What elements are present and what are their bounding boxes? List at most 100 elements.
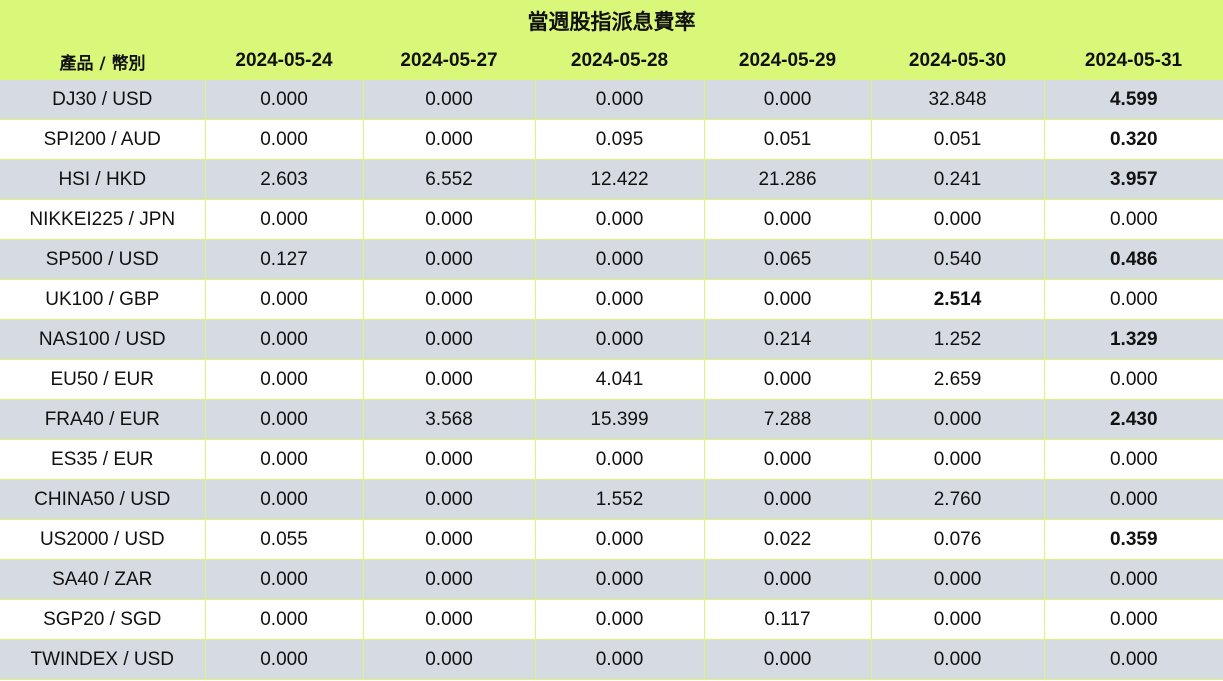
rate-cell: 0.000	[535, 599, 705, 640]
title-row: 當週股指派息費率	[0, 0, 1223, 42]
rate-cell: 0.127	[205, 239, 364, 280]
rate-cell: 1.552	[535, 479, 705, 520]
rate-cell: 0.000	[1044, 359, 1223, 400]
rate-cell: 0.000	[205, 399, 364, 440]
product-cell: DJ30 / USD	[0, 80, 206, 120]
rate-cell: 0.000	[205, 199, 364, 240]
rate-cell: 21.286	[704, 159, 872, 200]
rate-cell: 0.000	[535, 519, 705, 560]
rate-cell: 0.000	[363, 199, 536, 240]
rate-cell: 0.000	[1044, 439, 1223, 480]
product-cell: SP500 / USD	[0, 239, 206, 280]
table-title: 當週股指派息費率	[0, 0, 1223, 42]
rate-cell: 0.540	[871, 239, 1045, 280]
rate-cell: 1.252	[871, 319, 1045, 360]
rate-cell: 0.000	[205, 559, 364, 600]
rate-cell: 2.430	[1044, 399, 1223, 440]
rate-cell: 0.000	[363, 239, 536, 280]
rate-cell: 0.000	[1044, 279, 1223, 320]
rate-cell: 0.000	[535, 559, 705, 600]
rate-cell: 0.000	[205, 319, 364, 360]
rate-cell: 2.514	[871, 279, 1045, 320]
rate-cell: 0.000	[363, 119, 536, 160]
table-row: CHINA50 / USD 0.000 0.000 1.552 0.000 2.760 0.…	[0, 479, 1223, 520]
table-row: DJ30 / USD 0.000 0.000 0.000 0.000 32.848 4.59…	[0, 80, 1223, 120]
rate-cell: 2.659	[871, 359, 1045, 400]
product-cell: NIKKEI225 / JPN	[0, 199, 206, 240]
table-row: SA40 / ZAR 0.000 0.000 0.000 0.000 0.000 0.000	[0, 559, 1223, 600]
rate-cell: 0.000	[1044, 199, 1223, 240]
product-cell: UK100 / GBP	[0, 279, 206, 320]
rate-cell: 0.022	[704, 519, 872, 560]
rate-cell: 0.000	[704, 80, 872, 120]
header-product: 產品 / 幣別	[0, 42, 205, 80]
product-cell: ES35 / EUR	[0, 439, 206, 480]
table-row: ES35 / EUR 0.000 0.000 0.000 0.000 0.000 0.000	[0, 439, 1223, 480]
rate-cell: 0.000	[205, 359, 364, 400]
table-row: TWINDEX / USD 0.000 0.000 0.000 0.000 0.000 0.…	[0, 639, 1223, 680]
table-row: SP500 / USD 0.127 0.000 0.000 0.065 0.540 0.48…	[0, 239, 1223, 280]
product-cell: FRA40 / EUR	[0, 399, 206, 440]
rate-cell: 0.000	[535, 199, 705, 240]
rate-cell: 0.076	[871, 519, 1045, 560]
rate-cell: 0.051	[704, 119, 872, 160]
rate-cell: 0.486	[1044, 239, 1223, 280]
column-header-row: 產品 / 幣別 2024-05-24 2024-05-27 2024-05-28…	[0, 42, 1223, 80]
product-cell: HSI / HKD	[0, 159, 206, 200]
rate-cell: 0.000	[871, 559, 1045, 600]
rate-cell: 0.000	[1044, 479, 1223, 520]
product-cell: US2000 / USD	[0, 519, 206, 560]
rate-cell: 0.000	[704, 199, 872, 240]
rate-cell: 0.000	[363, 279, 536, 320]
header-date: 2024-05-31	[1044, 42, 1223, 80]
rate-cell: 0.000	[704, 359, 872, 400]
table-row: NIKKEI225 / JPN 0.000 0.000 0.000 0.000 0.000…	[0, 199, 1223, 240]
rate-cell: 0.000	[535, 80, 705, 120]
rate-cell: 0.214	[704, 319, 872, 360]
rate-cell: 4.041	[535, 359, 705, 400]
rate-cell: 0.000	[704, 479, 872, 520]
rate-cell: 0.000	[1044, 599, 1223, 640]
rate-cell: 0.359	[1044, 519, 1223, 560]
rate-cell: 12.422	[535, 159, 705, 200]
rate-cell: 3.957	[1044, 159, 1223, 200]
rate-cell: 0.000	[704, 439, 872, 480]
header-date: 2024-05-24	[205, 42, 363, 80]
rate-cell: 0.320	[1044, 119, 1223, 160]
rate-cell: 0.000	[363, 319, 536, 360]
rate-cell: 0.095	[535, 119, 705, 160]
table-row: SPI200 / AUD 0.000 0.000 0.095 0.051 0.051 0.3…	[0, 119, 1223, 160]
rate-cell: 0.000	[871, 439, 1045, 480]
rate-cell: 0.000	[205, 279, 364, 320]
table-row: SGP20 / SGD 0.000 0.000 0.000 0.117 0.000 0.00…	[0, 599, 1223, 640]
rate-cell: 0.000	[535, 439, 705, 480]
table-row: EU50 / EUR 0.000 0.000 4.041 0.000 2.659 0.000	[0, 359, 1223, 400]
header-date: 2024-05-28	[535, 42, 704, 80]
table-body: DJ30 / USD 0.000 0.000 0.000 0.000 32.848 4.59…	[0, 80, 1223, 680]
rate-cell: 0.000	[363, 639, 536, 680]
rate-cell: 0.065	[704, 239, 872, 280]
rate-cell: 0.000	[205, 439, 364, 480]
rate-cell: 0.000	[704, 559, 872, 600]
rate-cell: 2.760	[871, 479, 1045, 520]
rate-cell: 0.000	[363, 80, 536, 120]
rate-cell: 0.000	[871, 599, 1045, 640]
rate-cell: 3.568	[363, 399, 536, 440]
rate-cell: 0.051	[871, 119, 1045, 160]
rate-cell: 0.000	[205, 599, 364, 640]
rate-cell: 0.000	[871, 399, 1045, 440]
table-row: UK100 / GBP 0.000 0.000 0.000 0.000 2.514 0.00…	[0, 279, 1223, 320]
product-cell: SA40 / ZAR	[0, 559, 206, 600]
rate-cell: 0.000	[535, 639, 705, 680]
rate-cell: 0.000	[704, 279, 872, 320]
table-row: HSI / HKD 2.603 6.552 12.422 21.286 0.241 3.95…	[0, 159, 1223, 200]
rate-cell: 0.000	[205, 119, 364, 160]
rate-cell: 1.329	[1044, 319, 1223, 360]
rate-cell: 0.055	[205, 519, 364, 560]
rate-cell: 0.000	[1044, 639, 1223, 680]
header-date: 2024-05-29	[704, 42, 871, 80]
product-cell: SGP20 / SGD	[0, 599, 206, 640]
product-cell: EU50 / EUR	[0, 359, 206, 400]
